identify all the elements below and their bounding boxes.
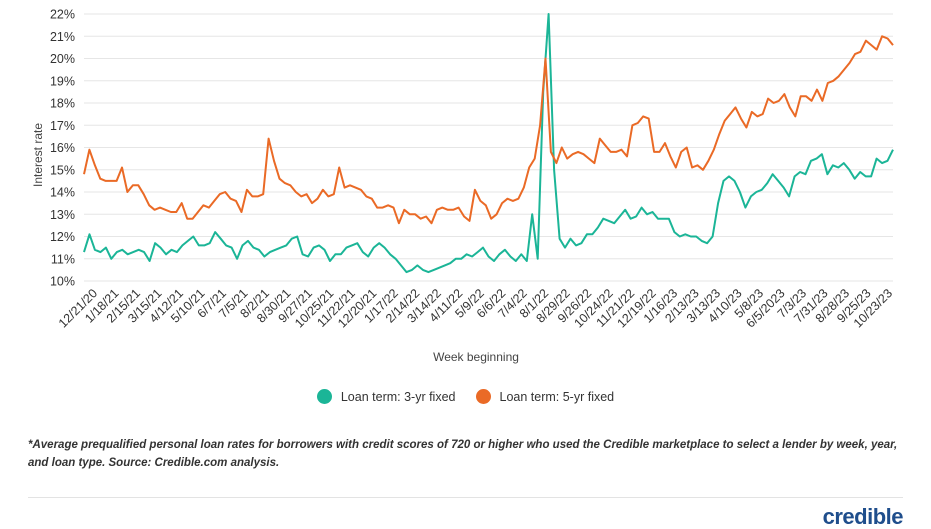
y-tick-label: 16%	[50, 141, 75, 155]
y-tick-label: 22%	[50, 8, 75, 22]
divider	[28, 497, 903, 498]
legend-swatch-3yr	[316, 389, 332, 404]
legend-label-3yr: Loan term: 3-yr fixed	[340, 389, 456, 404]
y-axis-ticks: 10% 11% 12% 13% 14% 15% 16% 17% 18% 19% 20% 21% 22%	[50, 8, 75, 289]
y-tick-label: 15%	[50, 163, 75, 177]
credible-logo: credible	[822, 504, 904, 529]
legend: Loan term: 3-yr fixed Loan term: 5-yr fi…	[0, 389, 931, 404]
y-tick-label: 19%	[50, 74, 75, 88]
footnote: *Average prequalified personal loan rate…	[28, 439, 898, 469]
y-axis-label: Interest rate	[31, 123, 45, 187]
y-tick-label: 11%	[51, 252, 75, 266]
gridlines	[84, 13, 893, 282]
line-chart: 10%11%12%13%14%15%16%17%18%19%20%21%22% …	[31, 8, 895, 365]
y-tick-label: 13%	[50, 208, 75, 222]
series-line-5yr	[83, 35, 894, 225]
y-tick-label: 12%	[50, 230, 75, 244]
y-tick-label: 20%	[50, 52, 75, 66]
legend-item-3yr: Loan term: 3-yr fixed	[316, 389, 456, 404]
y-tick-label: 10%	[50, 275, 75, 289]
legend-item-5yr: Loan term: 5-yr fixed	[475, 389, 615, 404]
x-axis-ticks: 12/21/201/18/212/15/213/15/214/12/215/10…	[56, 286, 895, 330]
y-tick-label: 14%	[50, 186, 75, 200]
y-tick-label: 17%	[50, 119, 75, 133]
legend-swatch-5yr	[475, 389, 491, 404]
series-lines	[83, 13, 894, 274]
y-tick-label: 18%	[50, 97, 75, 111]
y-tick-label: 21%	[50, 30, 75, 44]
legend-label-5yr: Loan term: 5-yr fixed	[499, 389, 615, 404]
series-line-3yr	[83, 13, 894, 274]
x-axis-label: Week beginning	[433, 350, 519, 364]
